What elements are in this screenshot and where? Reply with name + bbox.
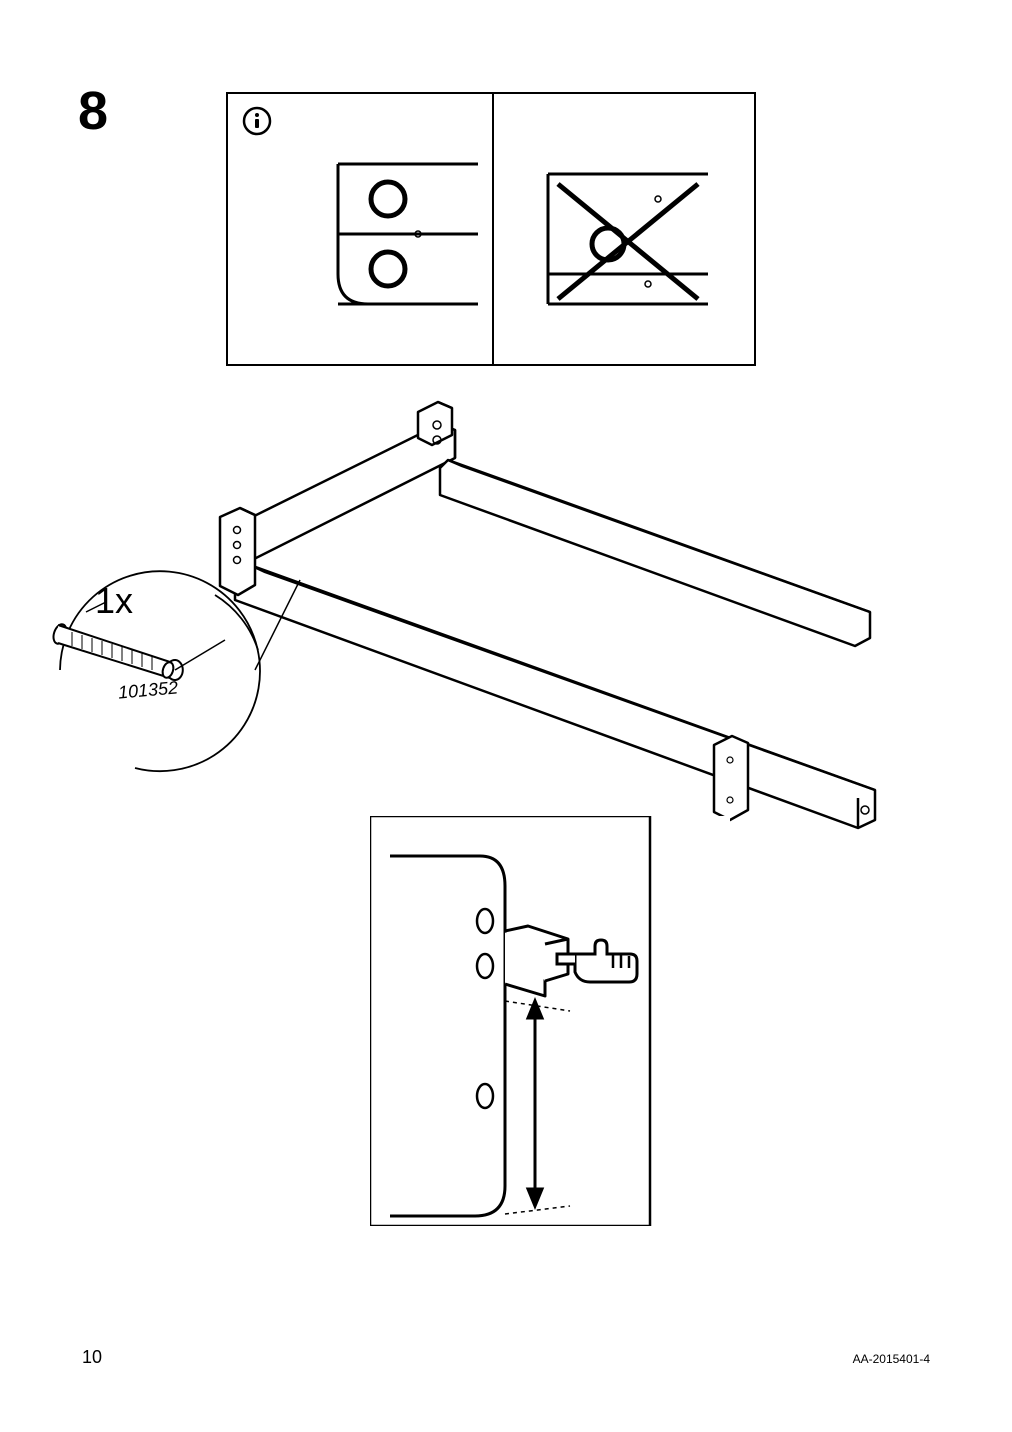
info-panel	[226, 92, 756, 366]
detail-panel	[370, 816, 730, 1226]
part-callout	[50, 560, 270, 780]
step-number: 8	[78, 80, 108, 142]
wrong-orientation-diagram	[528, 144, 728, 344]
document-id: AA-2015401-4	[853, 1352, 930, 1366]
correct-orientation-diagram	[278, 144, 478, 344]
info-icon	[242, 106, 272, 136]
instruction-page: 8	[0, 0, 1012, 1432]
page-number: 10	[82, 1347, 102, 1368]
panel-divider	[492, 94, 494, 364]
part-quantity: 1x	[95, 580, 133, 622]
